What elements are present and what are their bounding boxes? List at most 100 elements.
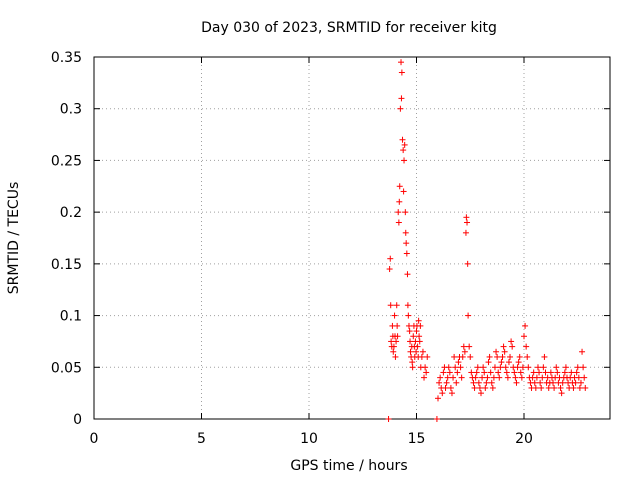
data-point bbox=[421, 374, 428, 381]
data-point bbox=[468, 369, 475, 376]
data-point bbox=[482, 384, 489, 391]
x-tick-label: 5 bbox=[197, 431, 206, 447]
data-point bbox=[442, 384, 449, 391]
axis-ticks bbox=[93, 56, 610, 420]
data-point bbox=[514, 364, 521, 371]
data-point bbox=[395, 209, 402, 216]
data-point bbox=[397, 105, 404, 112]
data-point bbox=[545, 384, 552, 391]
data-point bbox=[508, 338, 515, 345]
data-point bbox=[523, 343, 530, 350]
data-point bbox=[538, 384, 545, 391]
y-tick-label: 0 bbox=[73, 412, 82, 428]
data-point bbox=[539, 374, 546, 381]
data-point bbox=[557, 384, 564, 391]
data-point bbox=[496, 374, 503, 381]
data-point bbox=[561, 369, 568, 376]
x-tick-label: 10 bbox=[300, 431, 318, 447]
data-point bbox=[574, 364, 581, 371]
data-point bbox=[390, 348, 397, 355]
data-point bbox=[475, 379, 482, 386]
data-point bbox=[401, 141, 408, 148]
data-point bbox=[519, 364, 526, 371]
data-point bbox=[394, 322, 401, 329]
data-point bbox=[522, 322, 529, 329]
data-point bbox=[459, 353, 466, 360]
data-point bbox=[400, 188, 407, 195]
data-point bbox=[511, 369, 518, 376]
data-point bbox=[494, 353, 501, 360]
data-point bbox=[478, 390, 484, 397]
data-point bbox=[385, 416, 392, 422]
data-point bbox=[559, 379, 566, 386]
data-point bbox=[416, 333, 423, 340]
data-point bbox=[537, 379, 544, 386]
data-point bbox=[403, 250, 410, 257]
x-tick-labels: 0 5 10 15 20 bbox=[90, 431, 533, 447]
data-point bbox=[437, 374, 444, 381]
data-point bbox=[418, 353, 425, 360]
plot-area-frame bbox=[93, 56, 611, 420]
data-point bbox=[464, 260, 471, 267]
data-point bbox=[547, 369, 554, 376]
data-point bbox=[461, 348, 468, 355]
data-point bbox=[476, 384, 483, 391]
data-point bbox=[413, 328, 420, 335]
data-point bbox=[462, 229, 469, 236]
data-point bbox=[507, 353, 514, 360]
data-point bbox=[443, 379, 450, 386]
data-point bbox=[409, 364, 416, 371]
chart-title: Day 030 of 2023, SRMTID for receiver kit… bbox=[201, 20, 497, 36]
data-point bbox=[489, 384, 496, 391]
data-point bbox=[536, 369, 543, 376]
data-point bbox=[473, 369, 480, 376]
data-point bbox=[553, 364, 560, 371]
data-point bbox=[407, 348, 414, 355]
data-point bbox=[579, 348, 586, 355]
data-point bbox=[515, 359, 522, 366]
data-point bbox=[500, 343, 507, 350]
data-point bbox=[447, 384, 454, 391]
data-point bbox=[502, 364, 509, 371]
data-point bbox=[455, 359, 462, 366]
data-point bbox=[464, 219, 471, 226]
y-tick-label: 0.1 bbox=[60, 309, 82, 325]
data-point bbox=[445, 364, 452, 371]
data-point bbox=[550, 379, 557, 386]
data-point bbox=[452, 364, 459, 371]
grid-lines bbox=[94, 57, 610, 419]
data-point bbox=[415, 317, 422, 324]
data-point bbox=[513, 379, 520, 386]
data-point bbox=[403, 240, 410, 247]
data-point bbox=[470, 379, 477, 386]
data-point bbox=[402, 229, 409, 236]
data-point bbox=[404, 271, 411, 278]
x-tick-label: 0 bbox=[90, 431, 99, 447]
data-point bbox=[401, 157, 408, 164]
data-point bbox=[521, 333, 527, 340]
data-point bbox=[386, 266, 393, 273]
data-point bbox=[435, 395, 441, 402]
data-point bbox=[467, 353, 474, 360]
y-tick-label: 0.05 bbox=[51, 360, 82, 376]
data-point bbox=[551, 384, 558, 391]
data-point bbox=[398, 69, 405, 76]
data-point bbox=[422, 364, 429, 371]
data-point bbox=[399, 136, 406, 143]
data-point bbox=[400, 147, 407, 154]
data-point bbox=[439, 390, 446, 397]
data-point bbox=[580, 364, 587, 371]
data-point bbox=[410, 333, 417, 340]
data-point bbox=[423, 369, 430, 376]
data-point bbox=[474, 364, 481, 371]
data-point bbox=[458, 374, 465, 381]
data-point bbox=[493, 348, 500, 355]
data-point bbox=[495, 369, 502, 376]
y-tick-label: 0.15 bbox=[51, 257, 82, 273]
data-point bbox=[406, 328, 413, 335]
data-point bbox=[409, 359, 416, 366]
y-tick-label: 0.25 bbox=[51, 153, 82, 169]
data-point bbox=[480, 364, 487, 371]
data-point bbox=[582, 384, 589, 391]
data-point bbox=[460, 343, 467, 350]
